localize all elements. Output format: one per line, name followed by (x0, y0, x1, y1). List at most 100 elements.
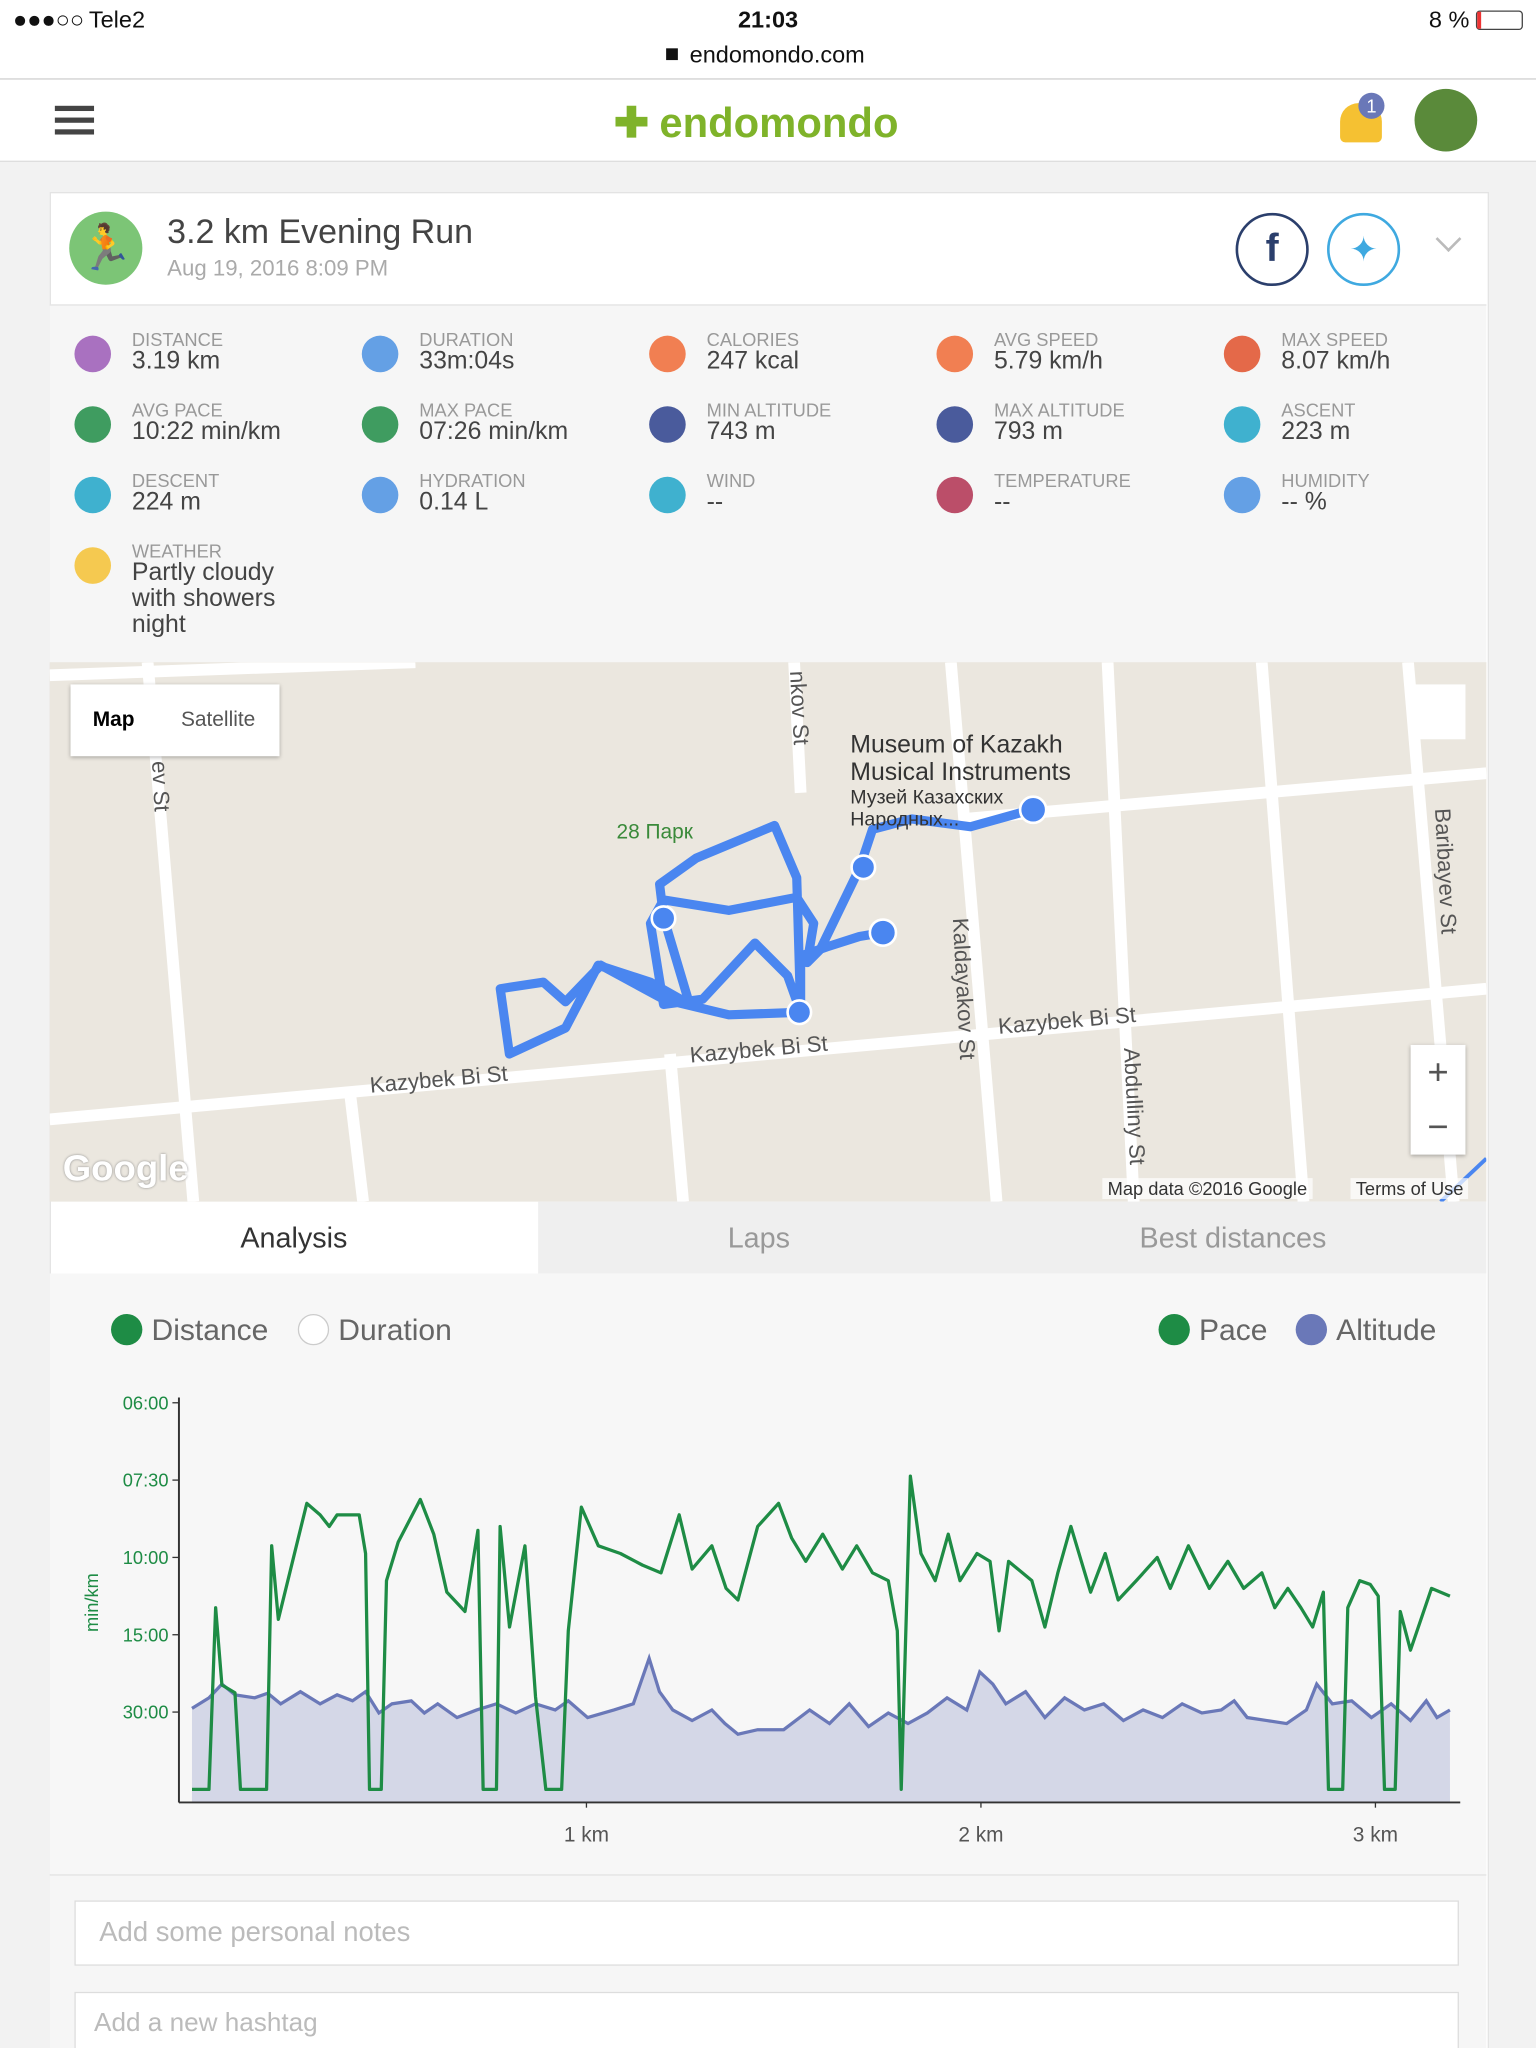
tab-strip (538, 1201, 1487, 1274)
zoom-out[interactable]: − (1427, 1106, 1449, 1147)
altitude-toggle[interactable] (1295, 1313, 1328, 1346)
lock-icon (666, 48, 678, 61)
stat-value: 793 m (993, 417, 1063, 446)
stat-icon (361, 335, 399, 373)
stat-icon (1223, 406, 1261, 443)
stat-icon (649, 406, 686, 443)
url[interactable]: endomondo.com (689, 41, 865, 68)
map-type-control: Map Satellite (70, 684, 280, 757)
pace-toggle[interactable] (1158, 1313, 1190, 1346)
poi-label: Museum of Kazakh Musical Instruments (850, 731, 1071, 787)
carrier: Tele2 (88, 6, 146, 33)
y-tick-label: 06:00 (123, 1392, 169, 1413)
notification-badge: 1 (1358, 92, 1385, 119)
stat-label: AVG SPEED (993, 329, 1099, 351)
x-tick-label: 2 km (958, 1824, 1003, 1847)
stat-label: CALORIES (706, 329, 800, 351)
stat-label: DURATION (419, 329, 514, 351)
stat-value: 3.19 km (131, 347, 221, 375)
stat-icon (74, 335, 112, 373)
sport-icon: 🏃 (69, 211, 143, 285)
duration-label: Duration (338, 1312, 452, 1347)
stat-icon (1223, 335, 1261, 373)
avatar[interactable] (1414, 88, 1478, 152)
terms-link[interactable]: Terms of Use (1350, 1178, 1469, 1200)
stat-value: -- % (1281, 488, 1327, 516)
tab-laps[interactable]: Laps (727, 1221, 791, 1254)
tab-analysis[interactable]: Analysis (240, 1221, 348, 1254)
route-markers (650, 795, 1048, 1026)
pace-line (191, 1474, 1451, 1792)
stat-icon (936, 476, 974, 514)
stat-value: Partly cloudy with showers night (131, 559, 276, 639)
y-tick-label: 07:30 (123, 1470, 169, 1491)
fullscreen-button[interactable] (1410, 684, 1466, 740)
stat-icon (1223, 476, 1261, 514)
stat-value: 743 m (706, 417, 776, 446)
stat-icon (74, 476, 112, 514)
route (495, 804, 1037, 1059)
stat-label: WIND (706, 470, 756, 492)
stat-label: MIN ALTITUDE (706, 399, 832, 421)
legend-entry: Altitude (1336, 1312, 1437, 1347)
google-logo: Google (62, 1148, 189, 1189)
stat-value: -- (993, 488, 1011, 516)
legend-entry: Pace (1199, 1312, 1268, 1347)
tab-best-distances[interactable]: Best distances (1139, 1221, 1327, 1254)
workout-title: 3.2 km Evening Run (167, 211, 473, 251)
poi-local-label: Музей Казахских Народных... (850, 786, 1004, 831)
battery: 8 % (1428, 6, 1470, 33)
map[interactable]: Map Satellite + − Museum of Kazakh Music… (49, 662, 1487, 1202)
stat-label: WEATHER (131, 540, 222, 562)
park-label: 28 Парк (616, 821, 693, 844)
distance-label: Distance (151, 1312, 269, 1347)
facebook-share[interactable]: f (1235, 212, 1309, 287)
logo-text: endomondo (659, 99, 899, 147)
stat-icon (361, 476, 399, 514)
stat-icon (936, 406, 974, 443)
stat-value: 223 m (1281, 417, 1351, 446)
stat-value: 0.14 L (419, 488, 489, 516)
stat-icon (936, 335, 974, 373)
clock: 21:03 (737, 6, 799, 33)
stat-label: MAX SPEED (1281, 329, 1389, 351)
hashtag-input[interactable]: Add a new hashtag (74, 1991, 1459, 2048)
twitter-share[interactable]: ✦ (1327, 212, 1401, 287)
stat-icon (74, 406, 112, 443)
satellite-button[interactable]: Satellite (180, 709, 256, 732)
zoom-in[interactable]: + (1427, 1051, 1449, 1092)
workout-date: Aug 19, 2016 8:09 PM (167, 255, 389, 281)
stat-label: HYDRATION (419, 470, 526, 492)
signal: ●●●○○ (13, 6, 85, 33)
y-tick-label: 10:00 (123, 1547, 169, 1568)
logo[interactable]: ✚ endomondo (613, 99, 899, 147)
stat-label: ASCENT (1281, 399, 1356, 421)
menu-button[interactable] (54, 105, 95, 135)
zoom-control: + − (1410, 1044, 1466, 1155)
map-attribution: Map data ©2016 Google (1102, 1178, 1313, 1200)
stat-value: 224 m (131, 488, 201, 516)
stat-icon (361, 406, 399, 443)
stat-label: AVG PACE (131, 399, 223, 421)
stat-label: HUMIDITY (1281, 470, 1370, 492)
distance-toggle[interactable] (111, 1313, 143, 1346)
stat-icon (649, 335, 686, 373)
roads (49, 662, 1487, 1202)
nav-bar: ✚ endomondo 1 (0, 79, 1536, 162)
y-axis-label: min/km (81, 1573, 102, 1632)
battery-icon (1475, 10, 1523, 31)
stat-value: 07:26 min/km (419, 417, 569, 446)
map-button[interactable]: Map (92, 709, 135, 732)
altitude-area (191, 1658, 1450, 1803)
stat-value: -- (706, 488, 724, 516)
notes-input[interactable]: Add some personal notes (74, 1900, 1459, 1966)
stat-icon (649, 476, 686, 514)
stat-label: MAX PACE (419, 399, 513, 421)
x-tick-label: 1 km (564, 1824, 609, 1847)
map-layer (49, 662, 1487, 1202)
y-tick-label: 15:00 (123, 1624, 169, 1645)
duration-toggle[interactable] (297, 1313, 330, 1346)
